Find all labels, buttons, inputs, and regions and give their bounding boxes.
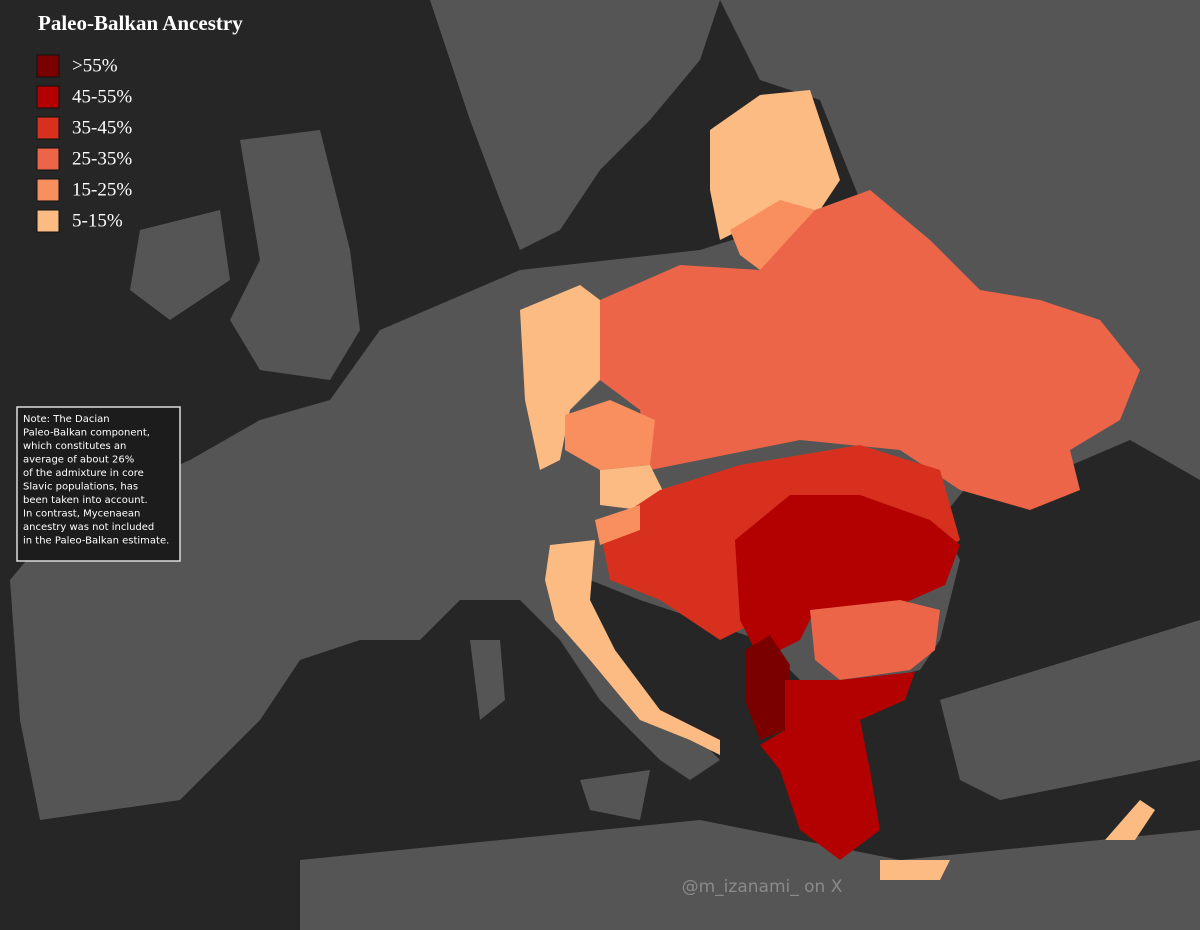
regions (520, 90, 1155, 880)
czechia-region (565, 400, 655, 470)
ireland (130, 210, 230, 320)
eastern-germany-region (520, 285, 600, 470)
note-box (16, 406, 181, 562)
legend-label: 15-25% (72, 179, 132, 200)
albania-region (745, 635, 790, 740)
legend-label: 25-35% (72, 148, 132, 169)
legend-swatch (36, 54, 60, 78)
note-line: Note: The Dacian (23, 414, 110, 425)
north-africa (300, 820, 1200, 930)
greece-region (760, 672, 915, 860)
note-line: in the Paleo-Balkan estimate. (23, 536, 169, 547)
sicily (580, 770, 650, 820)
note-line: Slavic populations, has (23, 482, 138, 493)
east-slavic-region (600, 190, 1140, 510)
northeast (720, 0, 1200, 200)
map-title: Paleo-Balkan Ancestry (38, 11, 243, 35)
note-line: In contrast, Mycenaean (23, 509, 140, 520)
crete-region (880, 860, 950, 880)
note-line: ancestry was not included (23, 522, 154, 533)
note-line: which constitutes an (23, 441, 126, 452)
anatolia (940, 620, 1200, 800)
legend-swatch (36, 147, 60, 171)
britain (230, 130, 360, 380)
legend-label: 5-15% (72, 210, 123, 231)
legend: >55% 45-55% 35-45% 25-35% 15-25% 5-15% (36, 54, 132, 233)
slovenia-region (595, 505, 640, 545)
legend-label: 35-45% (72, 117, 132, 138)
note-line: of the admixture in core (23, 468, 144, 479)
bulgaria-region (810, 600, 940, 680)
legend-label: >55% (72, 55, 118, 76)
note-line: average of about 26% (23, 455, 134, 466)
legend-swatch (36, 178, 60, 202)
legend-swatch (36, 209, 60, 233)
cyprus-region (1105, 800, 1155, 840)
baltic-region (710, 90, 840, 240)
dacian-region (735, 495, 960, 660)
note-line: been taken into account. (23, 495, 148, 506)
corsica (470, 640, 505, 720)
watermark: @m_izanami_ on X (682, 877, 843, 897)
italy-coast-region (545, 540, 720, 755)
legend-label: 45-55% (72, 86, 132, 107)
note: Note: The Dacian Paleo-Balkan component, w… (23, 414, 169, 547)
legend-swatch (36, 85, 60, 109)
scandinavia (430, 0, 720, 250)
legend-swatch (36, 116, 60, 140)
note-line: Paleo-Balkan component, (23, 428, 150, 439)
